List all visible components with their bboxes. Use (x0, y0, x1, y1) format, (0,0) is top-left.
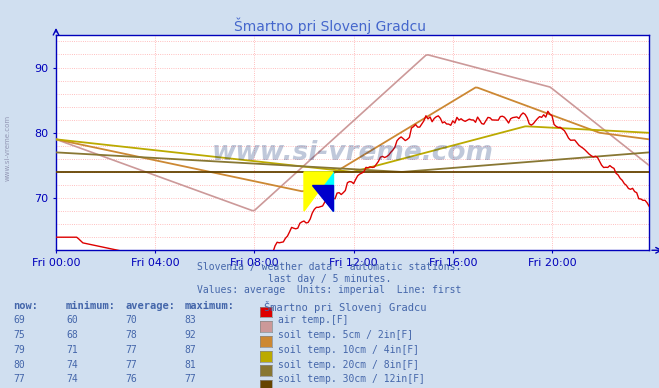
Text: 74: 74 (66, 374, 78, 385)
Text: Šmartno pri Slovenj Gradcu: Šmartno pri Slovenj Gradcu (233, 17, 426, 34)
Text: 76: 76 (125, 374, 137, 385)
Text: 80: 80 (13, 360, 25, 370)
Text: last day / 5 minutes.: last day / 5 minutes. (268, 274, 391, 284)
Text: soil temp. 5cm / 2in[F]: soil temp. 5cm / 2in[F] (278, 330, 413, 340)
Text: 68: 68 (66, 330, 78, 340)
Text: 87: 87 (185, 345, 196, 355)
Text: Šmartno pri Slovenj Gradcu: Šmartno pri Slovenj Gradcu (264, 301, 426, 313)
Text: 77: 77 (125, 360, 137, 370)
Text: 77: 77 (125, 345, 137, 355)
Text: 75: 75 (13, 330, 25, 340)
Text: www.si-vreme.com: www.si-vreme.com (5, 114, 11, 180)
Text: maximum:: maximum: (185, 301, 235, 311)
Text: 77: 77 (13, 374, 25, 385)
Text: 74: 74 (66, 360, 78, 370)
Text: soil temp. 30cm / 12in[F]: soil temp. 30cm / 12in[F] (278, 374, 425, 385)
Text: 77: 77 (185, 374, 196, 385)
Text: Slovenia / weather data - automatic stations.: Slovenia / weather data - automatic stat… (197, 262, 462, 272)
Polygon shape (304, 172, 333, 211)
Text: now:: now: (13, 301, 38, 311)
Text: 78: 78 (125, 330, 137, 340)
Text: soil temp. 20cm / 8in[F]: soil temp. 20cm / 8in[F] (278, 360, 419, 370)
Text: 71: 71 (66, 345, 78, 355)
Text: www.si-vreme.com: www.si-vreme.com (212, 140, 494, 166)
Text: 92: 92 (185, 330, 196, 340)
Text: 81: 81 (185, 360, 196, 370)
Text: 70: 70 (125, 315, 137, 326)
Text: Values: average  Units: imperial  Line: first: Values: average Units: imperial Line: fi… (197, 285, 462, 295)
Text: minimum:: minimum: (66, 301, 116, 311)
Polygon shape (312, 185, 333, 211)
Text: average:: average: (125, 301, 175, 311)
Text: 79: 79 (13, 345, 25, 355)
Text: air temp.[F]: air temp.[F] (278, 315, 349, 326)
Text: 60: 60 (66, 315, 78, 326)
Polygon shape (304, 172, 333, 211)
Text: 83: 83 (185, 315, 196, 326)
Text: soil temp. 10cm / 4in[F]: soil temp. 10cm / 4in[F] (278, 345, 419, 355)
Text: 69: 69 (13, 315, 25, 326)
